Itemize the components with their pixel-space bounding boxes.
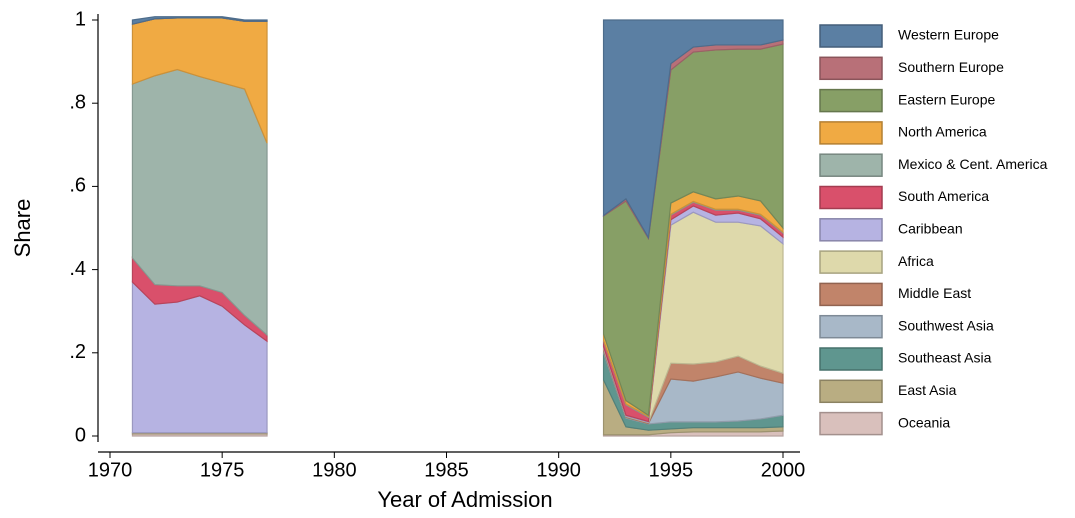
legend-swatch [819,185,883,210]
legend-label: Africa [898,253,934,269]
x-axis-label: Year of Admission [377,487,552,512]
legend-swatch [819,218,883,242]
legend-swatch [819,411,883,436]
legend-label: Southeast Asia [898,350,992,366]
legend-label: East Asia [898,382,957,398]
legend-label: Eastern Europe [898,91,995,107]
legend-label: Western Europe [898,27,999,43]
y-tick-label: 1 [75,8,86,30]
legend-swatch [819,314,883,339]
area [131,16,784,240]
legend-swatch [819,379,883,404]
legend-swatch [819,282,883,307]
legend-swatch [819,347,883,371]
x-tick-label: 1970 [88,459,133,481]
legend-label: South America [898,188,989,204]
x-tick-label: 1995 [649,459,694,481]
legend-label: Southwest Asia [898,317,994,333]
legend-label: Mexico & Cent. America [898,156,1048,172]
y-tick-label: .4 [69,258,86,280]
y-tick-label: .6 [69,175,86,197]
y-axis-label: Share [10,199,35,258]
legend-label: Middle East [898,285,971,301]
x-tick-label: 1980 [312,459,357,481]
legend-swatch [819,153,883,177]
legend-label: Caribbean [898,221,963,237]
x-tick-label: 2000 [761,459,806,481]
x-tick-label: 1975 [200,459,245,481]
x-tick-label: 1985 [424,459,469,481]
legend-label: North America [898,124,987,140]
y-tick-label: .8 [69,91,86,113]
legend-label: Oceania [898,414,950,430]
y-tick-label: 0 [75,424,86,446]
y-tick-label: .2 [69,341,86,363]
legend-label: Southern Europe [898,59,1004,75]
legend-swatch [819,24,883,48]
legend-swatch [819,56,883,81]
legend-swatch [819,250,883,274]
legend-swatch [819,121,883,145]
legend-swatch [819,88,883,113]
x-tick-label: 1990 [536,459,581,481]
